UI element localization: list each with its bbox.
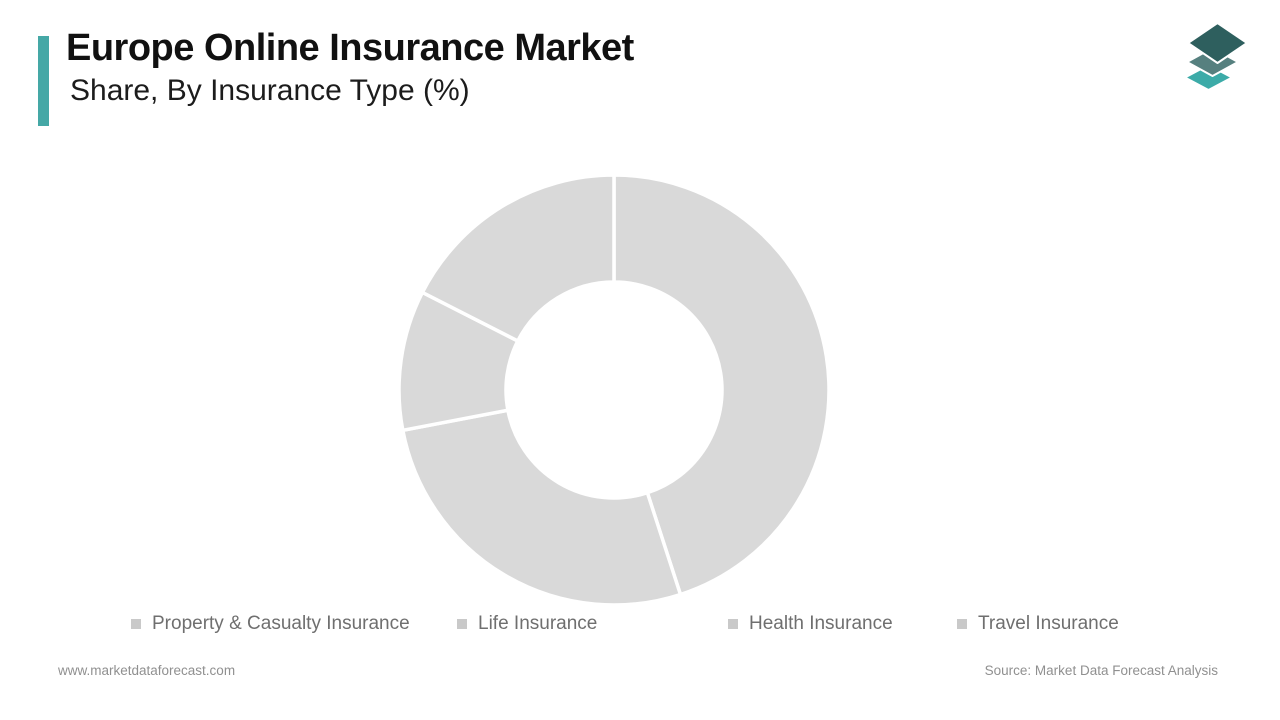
legend-marker-icon	[728, 619, 738, 629]
legend-label: Health Insurance	[749, 613, 893, 634]
legend-marker-icon	[957, 619, 967, 629]
page-title: Europe Online Insurance Market	[66, 27, 634, 69]
legend-label: Life Insurance	[478, 613, 598, 634]
donut-slice-1	[400, 408, 683, 607]
source-note: Source: Market Data Forecast Analysis	[984, 663, 1218, 678]
website-url: www.marketdataforecast.com	[58, 663, 236, 678]
legend-item-travel-insurance: Travel Insurance	[957, 612, 1119, 636]
title-accent-bar	[38, 36, 49, 126]
donut-slice-0	[612, 173, 831, 597]
page-subtitle: Share, By Insurance Type (%)	[70, 74, 470, 107]
legend-label: Travel Insurance	[978, 613, 1119, 634]
legend-marker-icon	[131, 619, 141, 629]
company-logo	[1184, 22, 1248, 91]
logo-layer-top	[1187, 22, 1248, 64]
legend-item-life-insurance: Life Insurance	[457, 612, 597, 636]
donut-chart-svg	[397, 173, 831, 607]
donut-slice-3	[420, 173, 616, 344]
legend-item-health-insurance: Health Insurance	[728, 612, 893, 636]
legend-marker-icon	[457, 619, 467, 629]
legend-label: Property & Casualty Insurance	[152, 613, 410, 634]
legend-item-property-casualty-insurance: Property & Casualty Insurance	[131, 612, 410, 636]
